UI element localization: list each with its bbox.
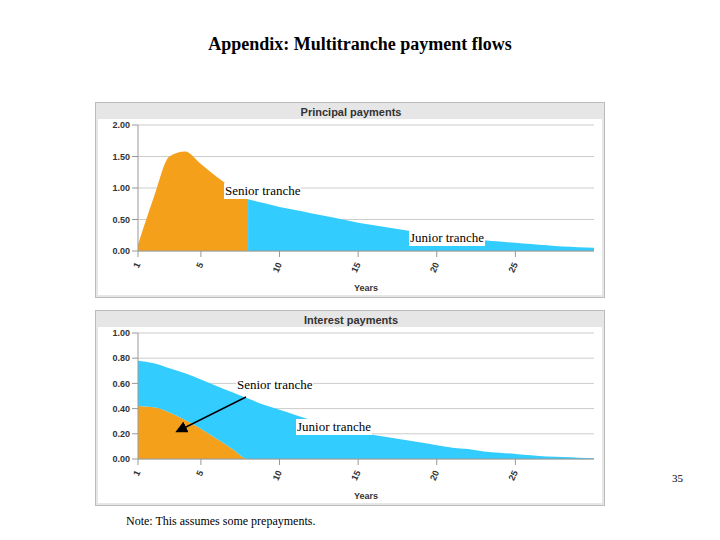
svg-text:10: 10: [271, 469, 284, 482]
svg-text:0.00: 0.00: [112, 454, 130, 464]
svg-text:0.60: 0.60: [112, 379, 130, 389]
svg-text:0.80: 0.80: [112, 353, 130, 363]
svg-text:1: 1: [131, 469, 142, 478]
svg-text:1: 1: [131, 261, 142, 270]
svg-text:0.00: 0.00: [112, 246, 130, 256]
html-text:Principal payments: Principal payments: [300, 106, 402, 118]
svg-text:10: 10: [271, 261, 284, 274]
html-text:Junior tranche: Junior tranche: [410, 230, 484, 245]
svg-text:0.20: 0.20: [112, 429, 130, 439]
svg-text:1.50: 1.50: [112, 152, 130, 162]
svg-text:1.00: 1.00: [112, 183, 130, 193]
svg-text:20: 20: [428, 469, 441, 482]
svg-text:2.00: 2.00: [112, 120, 130, 130]
svg-text:Years: Years: [354, 283, 378, 293]
svg-text:15: 15: [349, 261, 362, 274]
html-text:Note: This assumes some prepay: Note: This assumes some prepayments.: [126, 514, 316, 528]
html-text:Junior tranche: Junior tranche: [297, 419, 371, 434]
html-text:Appendix: Multitranche payment: Appendix: Multitranche payment flows: [208, 34, 512, 54]
svg-text:25: 25: [507, 261, 520, 274]
svg-text:Years: Years: [354, 491, 378, 501]
svg-text:5: 5: [194, 469, 205, 478]
svg-text:20: 20: [428, 261, 441, 274]
svg-text:5: 5: [194, 261, 205, 270]
svg-text:0.40: 0.40: [112, 404, 130, 414]
html-text:Senior tranche: Senior tranche: [225, 183, 301, 198]
svg-text:25: 25: [507, 469, 520, 482]
svg-text:15: 15: [349, 469, 362, 482]
html-text:35: 35: [672, 472, 683, 484]
svg-text:0.50: 0.50: [112, 215, 130, 225]
svg-text:1.00: 1.00: [112, 328, 130, 338]
html-text:Interest payments: Interest payments: [303, 314, 399, 326]
html-text:Senior tranche: Senior tranche: [237, 377, 313, 392]
